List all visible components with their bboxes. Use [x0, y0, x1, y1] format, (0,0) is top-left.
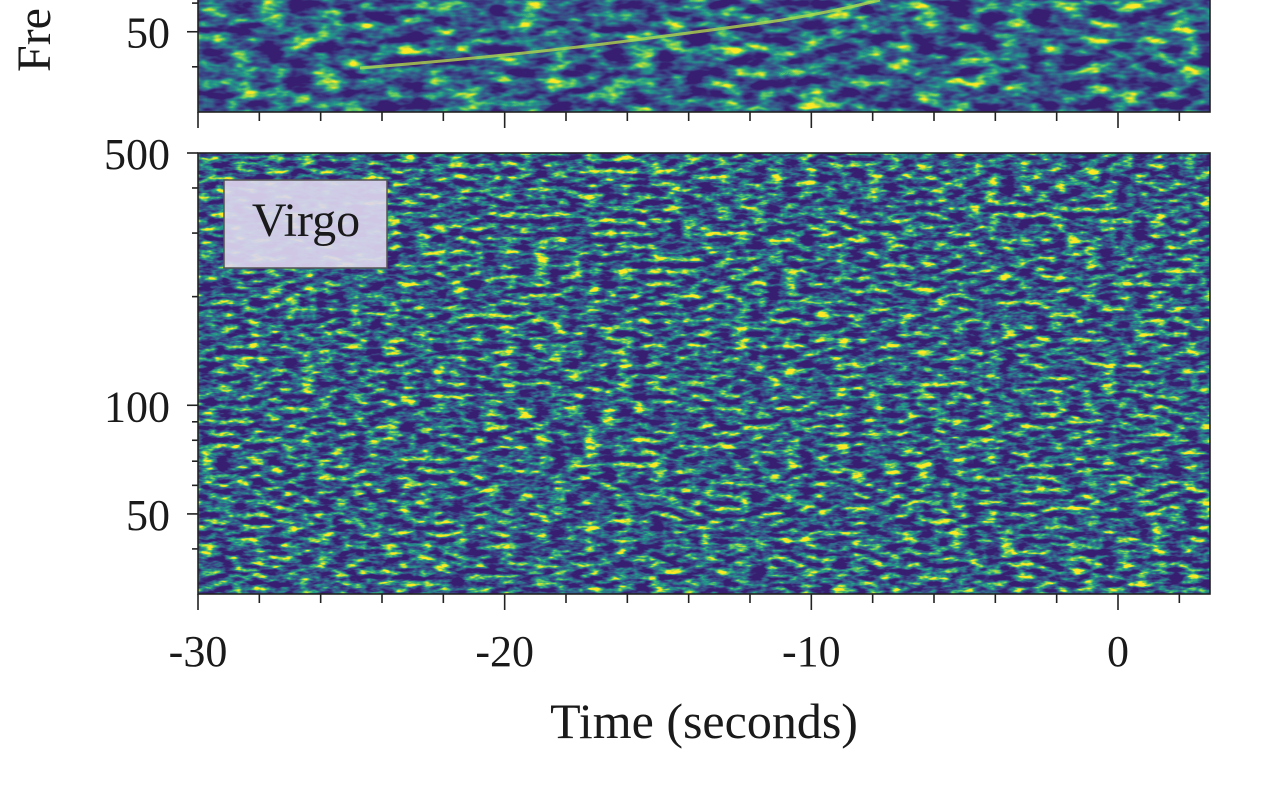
x-tick-label: -20 — [475, 627, 534, 676]
annotation: Virgo — [252, 194, 360, 247]
y-tick-label: 50 — [126, 491, 170, 540]
panel-frame-top — [197, 0, 1211, 113]
chirp-track — [359, 0, 881, 70]
x-tick-label: -30 — [169, 627, 228, 676]
y-tick-label: 500 — [104, 130, 170, 179]
y-tick-label: 50 — [126, 9, 170, 58]
x-tick-label: -10 — [782, 627, 841, 676]
spectrogram-top — [198, 0, 1210, 112]
x-axis-label: Time (seconds) — [550, 693, 858, 749]
panel-frame-bottom — [197, 152, 1211, 595]
y-axis-label: Fre — [8, 8, 61, 72]
y-tick-label: 100 — [104, 382, 170, 431]
x-tick-label: 0 — [1107, 627, 1129, 676]
annotation-box — [223, 179, 388, 269]
